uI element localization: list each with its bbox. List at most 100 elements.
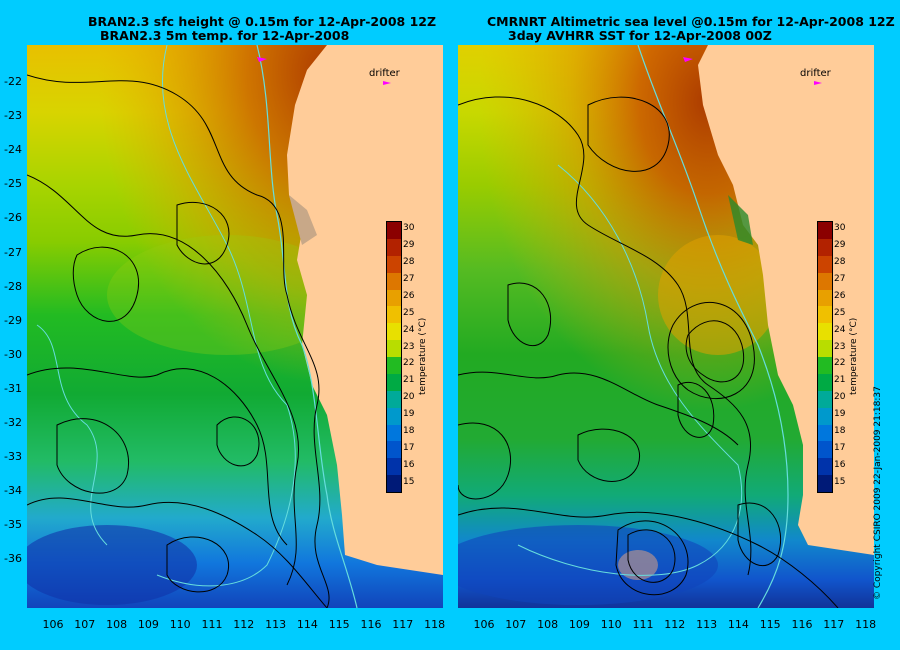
colorbar-label: 29: [834, 240, 846, 251]
colorbar-label: 18: [834, 425, 846, 436]
colorbar-label: 19: [834, 409, 846, 420]
colorbar-label: 22: [834, 358, 846, 369]
colorbar-segment: [818, 222, 832, 239]
colorbar-segment: [818, 407, 832, 425]
colorbar-segment: [387, 407, 401, 425]
colorbar-label: 15: [403, 476, 415, 487]
lon-tick-label: 116: [791, 618, 813, 631]
colorbar-label: 17: [834, 442, 846, 453]
lat-tick-label: -36: [4, 552, 22, 566]
colorbar-segment: [387, 441, 401, 459]
right-title-line2: 3day AVHRR SST for 12-Apr-2008 00Z: [508, 28, 772, 43]
lat-tick-label: -32: [4, 416, 22, 429]
colorbar-label: 25: [834, 307, 846, 318]
left-title-line2: BRAN2.3 5m temp. for 12-Apr-2008: [100, 28, 350, 43]
lat-tick-label: -23: [4, 109, 22, 123]
colorbar-label: 15: [834, 476, 846, 487]
colorbar-segment: [387, 255, 401, 273]
colorbar-segment: [387, 424, 401, 442]
colorbar-segment: [818, 340, 832, 357]
lon-tick-label: 118: [855, 618, 877, 631]
lon-tick-label: 109: [137, 618, 159, 631]
colorbar-label: 18: [403, 425, 415, 436]
land-mass: [287, 45, 443, 575]
lon-tick-label: 106: [42, 618, 64, 631]
colorbar-segment: [387, 390, 401, 408]
colorbar-label: 30: [403, 223, 415, 234]
colorbar-segment: [818, 373, 832, 391]
left-colorbar-title: temperature (°C): [418, 317, 428, 395]
drifter-track-icon: [257, 57, 267, 62]
lat-tick-label: -31: [4, 381, 22, 395]
colorbar-segment: [387, 222, 401, 239]
colorbar-segment: [818, 424, 832, 442]
colorbar-segment: [818, 306, 832, 324]
right-colorbar-title: temperature (°C): [849, 317, 859, 395]
lon-tick-label: 115: [328, 618, 350, 631]
left-title-line1: BRAN2.3 sfc height @ 0.15m for 12-Apr-20…: [88, 14, 437, 29]
colorbar-segment: [818, 458, 832, 476]
lon-tick-label: 116: [360, 618, 382, 631]
colorbar-segment: [387, 340, 401, 357]
colorbar-label: 17: [403, 442, 415, 453]
colorbar-segment: [818, 255, 832, 273]
lat-tick-label: -26: [4, 211, 22, 225]
colorbar-segment: [387, 373, 401, 391]
lat-tick-label: -22: [4, 75, 22, 88]
right-colorbar: [817, 221, 833, 493]
colorbar-segment: [818, 441, 832, 459]
lon-tick-label: 113: [696, 618, 718, 631]
lon-tick-label: 113: [265, 618, 287, 631]
colorbar-label: 26: [834, 290, 846, 301]
lat-tick-label: -30: [4, 347, 22, 361]
colorbar-label: 30: [834, 223, 846, 234]
lon-tick-label: 117: [823, 618, 845, 631]
colorbar-segment: [818, 475, 832, 492]
lon-tick-label: 117: [392, 618, 414, 631]
colorbar-label: 24: [403, 324, 415, 335]
colorbar-label: 22: [403, 358, 415, 369]
colorbar-label: 27: [403, 274, 415, 285]
left-colorbar: [386, 221, 402, 493]
colorbar-label: 29: [403, 240, 415, 251]
colorbar-label: 21: [403, 375, 415, 386]
lon-tick-label: 108: [537, 618, 559, 631]
colorbar-label: 20: [403, 392, 415, 403]
colorbar-segment: [818, 390, 832, 408]
colorbar-segment: [387, 475, 401, 492]
colorbar-segment: [818, 323, 832, 341]
lon-tick-label: 108: [106, 618, 128, 631]
colorbar-segment: [387, 272, 401, 290]
lon-tick-label: 114: [296, 618, 318, 631]
left-drifter-label: drifter: [369, 68, 400, 79]
colorbar-label: 24: [834, 324, 846, 335]
lon-tick-label: 110: [600, 618, 622, 631]
colorbar-segment: [387, 458, 401, 476]
colorbar-segment: [818, 357, 832, 374]
colorbar-segment: [818, 272, 832, 290]
lat-tick-label: -33: [4, 450, 22, 464]
colorbar-segment: [387, 306, 401, 324]
colorbar-label: 28: [403, 257, 415, 268]
colorbar-label: 26: [403, 290, 415, 301]
drifter-legend-icon: [383, 81, 391, 85]
lon-tick-label: 107: [74, 618, 96, 631]
colorbar-label: 21: [834, 375, 846, 386]
lon-tick-label: 112: [233, 618, 255, 631]
colorbar-label: 23: [834, 341, 846, 352]
left-map: [27, 45, 443, 608]
lat-tick-label: -28: [4, 279, 22, 293]
lat-tick-label: -35: [4, 518, 22, 532]
colorbar-label: 23: [403, 341, 415, 352]
lon-tick-label: 111: [632, 618, 654, 631]
drifter-legend-icon: [814, 81, 822, 85]
copyright: © Copyright CSIRO 2009 22-Jan-2009 21:18…: [873, 386, 883, 600]
colorbar-segment: [387, 289, 401, 307]
colorbar-segment: [387, 357, 401, 374]
colorbar-segment: [387, 238, 401, 256]
lon-tick-label: 115: [759, 618, 781, 631]
colorbar-segment: [818, 289, 832, 307]
lon-tick-label: 110: [169, 618, 191, 631]
lat-tick-label: -25: [4, 177, 22, 191]
lon-tick-label: 106: [473, 618, 495, 631]
